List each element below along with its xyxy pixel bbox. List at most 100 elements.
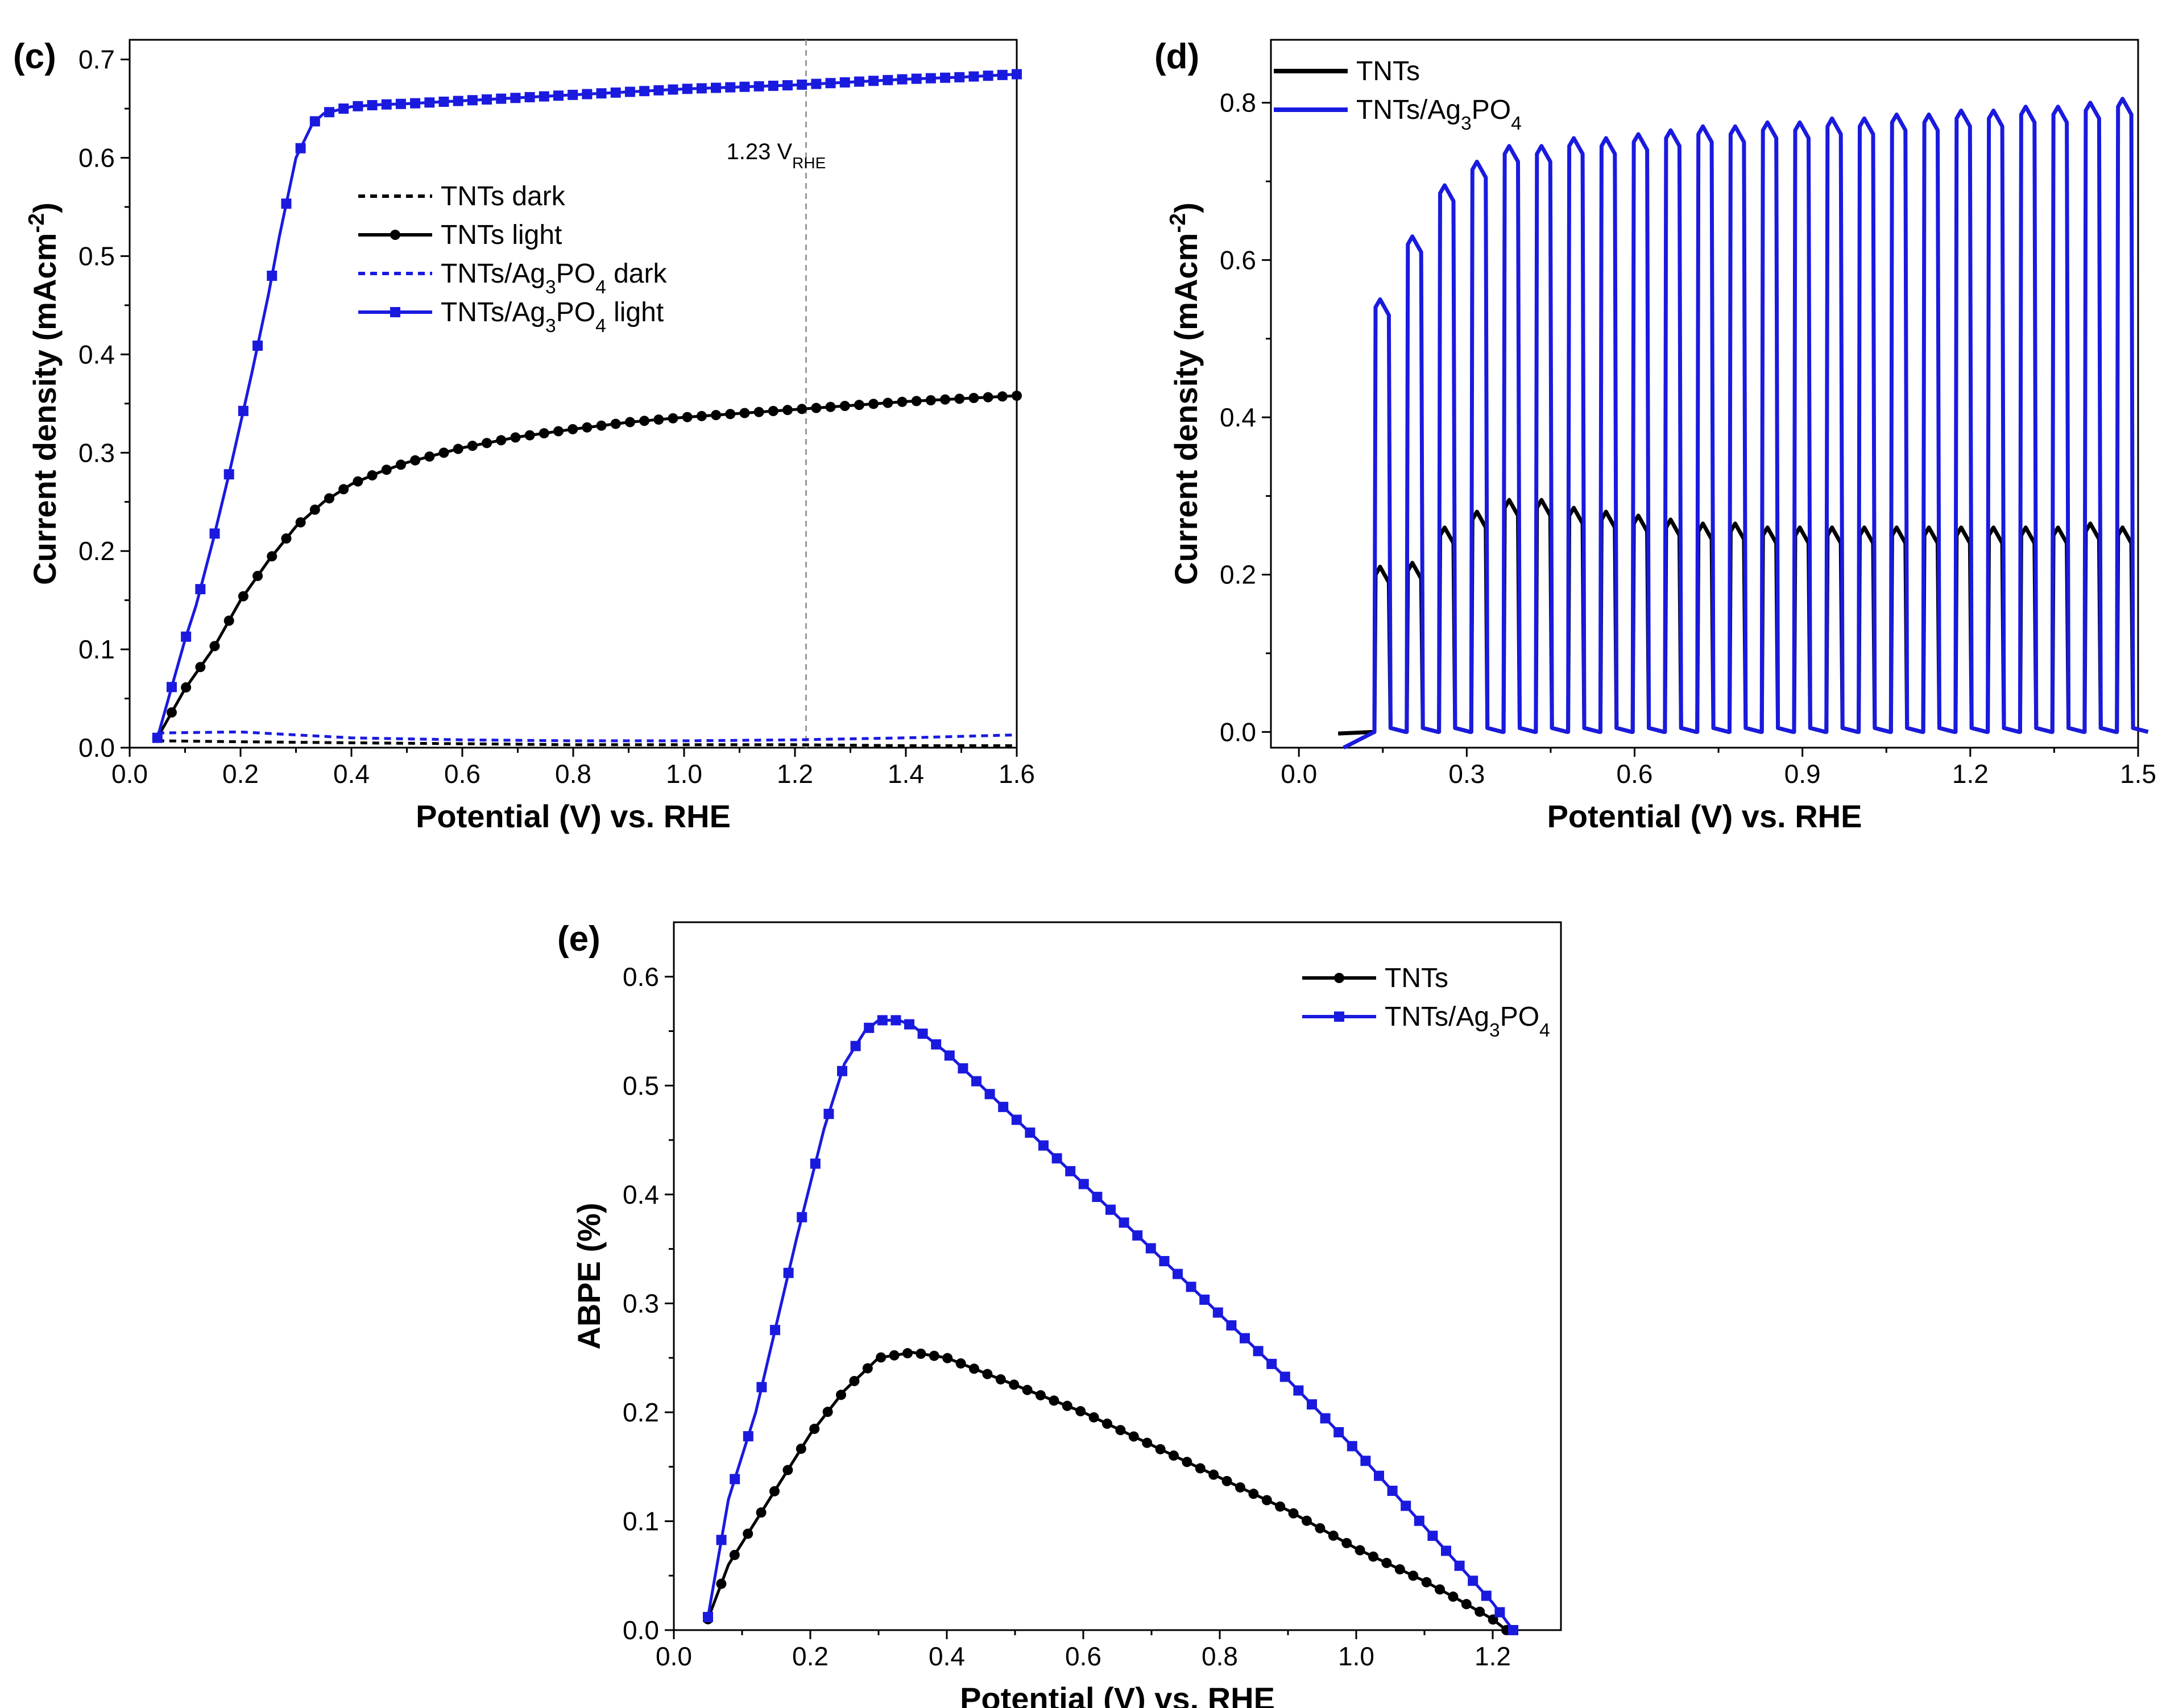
- data-point: [944, 1050, 955, 1061]
- data-point: [438, 96, 449, 107]
- data-point: [309, 504, 320, 515]
- data-point: [940, 394, 951, 405]
- data-point: [891, 1015, 901, 1026]
- panel-label: (d): [1154, 37, 1199, 76]
- data-point: [998, 1101, 1009, 1112]
- data-point: [1387, 1486, 1398, 1496]
- data-point: [822, 1407, 833, 1417]
- data-point: [809, 1424, 820, 1435]
- data-point: [940, 72, 951, 83]
- data-point: [553, 426, 564, 437]
- data-point: [1142, 1437, 1153, 1448]
- data-point: [1408, 1570, 1419, 1581]
- x-tick-label: 1.6: [999, 759, 1035, 789]
- data-point: [877, 1015, 888, 1026]
- data-point: [424, 97, 435, 108]
- data-point: [917, 1029, 928, 1039]
- data-point: [1414, 1515, 1424, 1526]
- data-point: [768, 405, 778, 416]
- data-point: [582, 89, 593, 100]
- legend-label: TNTs/Ag3PO4: [1385, 1002, 1550, 1041]
- data-point: [668, 84, 678, 95]
- data-point: [209, 641, 220, 652]
- data-point: [897, 74, 908, 85]
- y-tick-label: 0.4: [78, 339, 115, 369]
- x-tick-label: 0.2: [222, 759, 259, 789]
- x-tick-label: 0.6: [1065, 1641, 1101, 1671]
- data-point: [267, 551, 278, 562]
- data-point: [653, 414, 664, 425]
- data-point: [836, 1390, 846, 1400]
- data-point: [925, 395, 936, 405]
- data-point: [238, 405, 248, 416]
- data-point: [1159, 1256, 1170, 1267]
- legend-label: TNTs dark: [441, 181, 566, 212]
- panel-label: (c): [13, 37, 56, 76]
- legend-label: TNTs light: [441, 220, 562, 250]
- data-point: [983, 392, 993, 403]
- x-axis-title: Potential (V) vs. RHE: [1547, 798, 1862, 834]
- data-point: [610, 87, 621, 98]
- data-point: [1448, 1591, 1459, 1602]
- data-point: [1468, 1576, 1478, 1586]
- data-point: [381, 465, 392, 475]
- data-point: [510, 93, 521, 103]
- data-point: [753, 407, 764, 417]
- data-point: [703, 1612, 713, 1623]
- data-point: [682, 412, 693, 422]
- data-point: [716, 1578, 727, 1589]
- data-point: [929, 1350, 939, 1361]
- data-point: [181, 682, 192, 693]
- data-point: [783, 1267, 794, 1278]
- data-point: [453, 96, 463, 106]
- data-point: [889, 1350, 900, 1361]
- data-point: [942, 1353, 953, 1363]
- data-point: [338, 103, 349, 114]
- data-point: [1038, 1140, 1049, 1151]
- data-point: [238, 591, 248, 602]
- x-tick-label: 0.8: [1202, 1641, 1238, 1671]
- x-tick-label: 0.0: [111, 759, 148, 789]
- data-point: [823, 1109, 834, 1120]
- data-point: [1119, 1217, 1129, 1228]
- x-tick-label: 0.6: [444, 759, 481, 789]
- data-point: [954, 393, 965, 404]
- data-point: [324, 493, 334, 504]
- data-point: [338, 484, 349, 495]
- data-point: [1226, 1320, 1237, 1331]
- data-point: [743, 1431, 753, 1442]
- x-tick-label: 0.3: [1448, 759, 1485, 789]
- data-point: [568, 424, 578, 434]
- x-tick-label: 0.6: [1617, 759, 1653, 789]
- data-point: [810, 1158, 821, 1169]
- data-point: [1212, 1307, 1223, 1318]
- x-tick-label: 1.2: [1952, 759, 1989, 789]
- data-point: [1065, 1166, 1076, 1176]
- data-point: [209, 528, 220, 539]
- data-point: [1320, 1413, 1331, 1424]
- data-point: [1105, 1204, 1116, 1215]
- x-tick-label: 1.2: [1475, 1641, 1511, 1671]
- data-point: [811, 403, 822, 413]
- data-point: [1328, 1530, 1339, 1541]
- data-point: [424, 451, 435, 462]
- data-point: [639, 416, 650, 426]
- y-tick-label: 0.4: [1220, 403, 1256, 432]
- data-point: [395, 98, 406, 109]
- data-point: [1481, 1590, 1492, 1601]
- x-tick-label: 1.4: [888, 759, 924, 789]
- data-point: [756, 1382, 767, 1392]
- data-point: [1182, 1457, 1192, 1467]
- data-point: [968, 71, 979, 82]
- data-point: [1009, 1379, 1020, 1390]
- data-point: [1315, 1523, 1326, 1533]
- y-axis-title: Current density (mAcm-2): [1166, 202, 1204, 585]
- data-point: [1051, 1153, 1062, 1164]
- data-point: [539, 91, 549, 102]
- data-point: [854, 400, 864, 411]
- data-point: [324, 107, 334, 118]
- data-point: [997, 69, 1008, 80]
- legend-label: TNTs: [1385, 963, 1448, 993]
- series-tnts-light: [152, 390, 1022, 743]
- data-point: [381, 99, 392, 110]
